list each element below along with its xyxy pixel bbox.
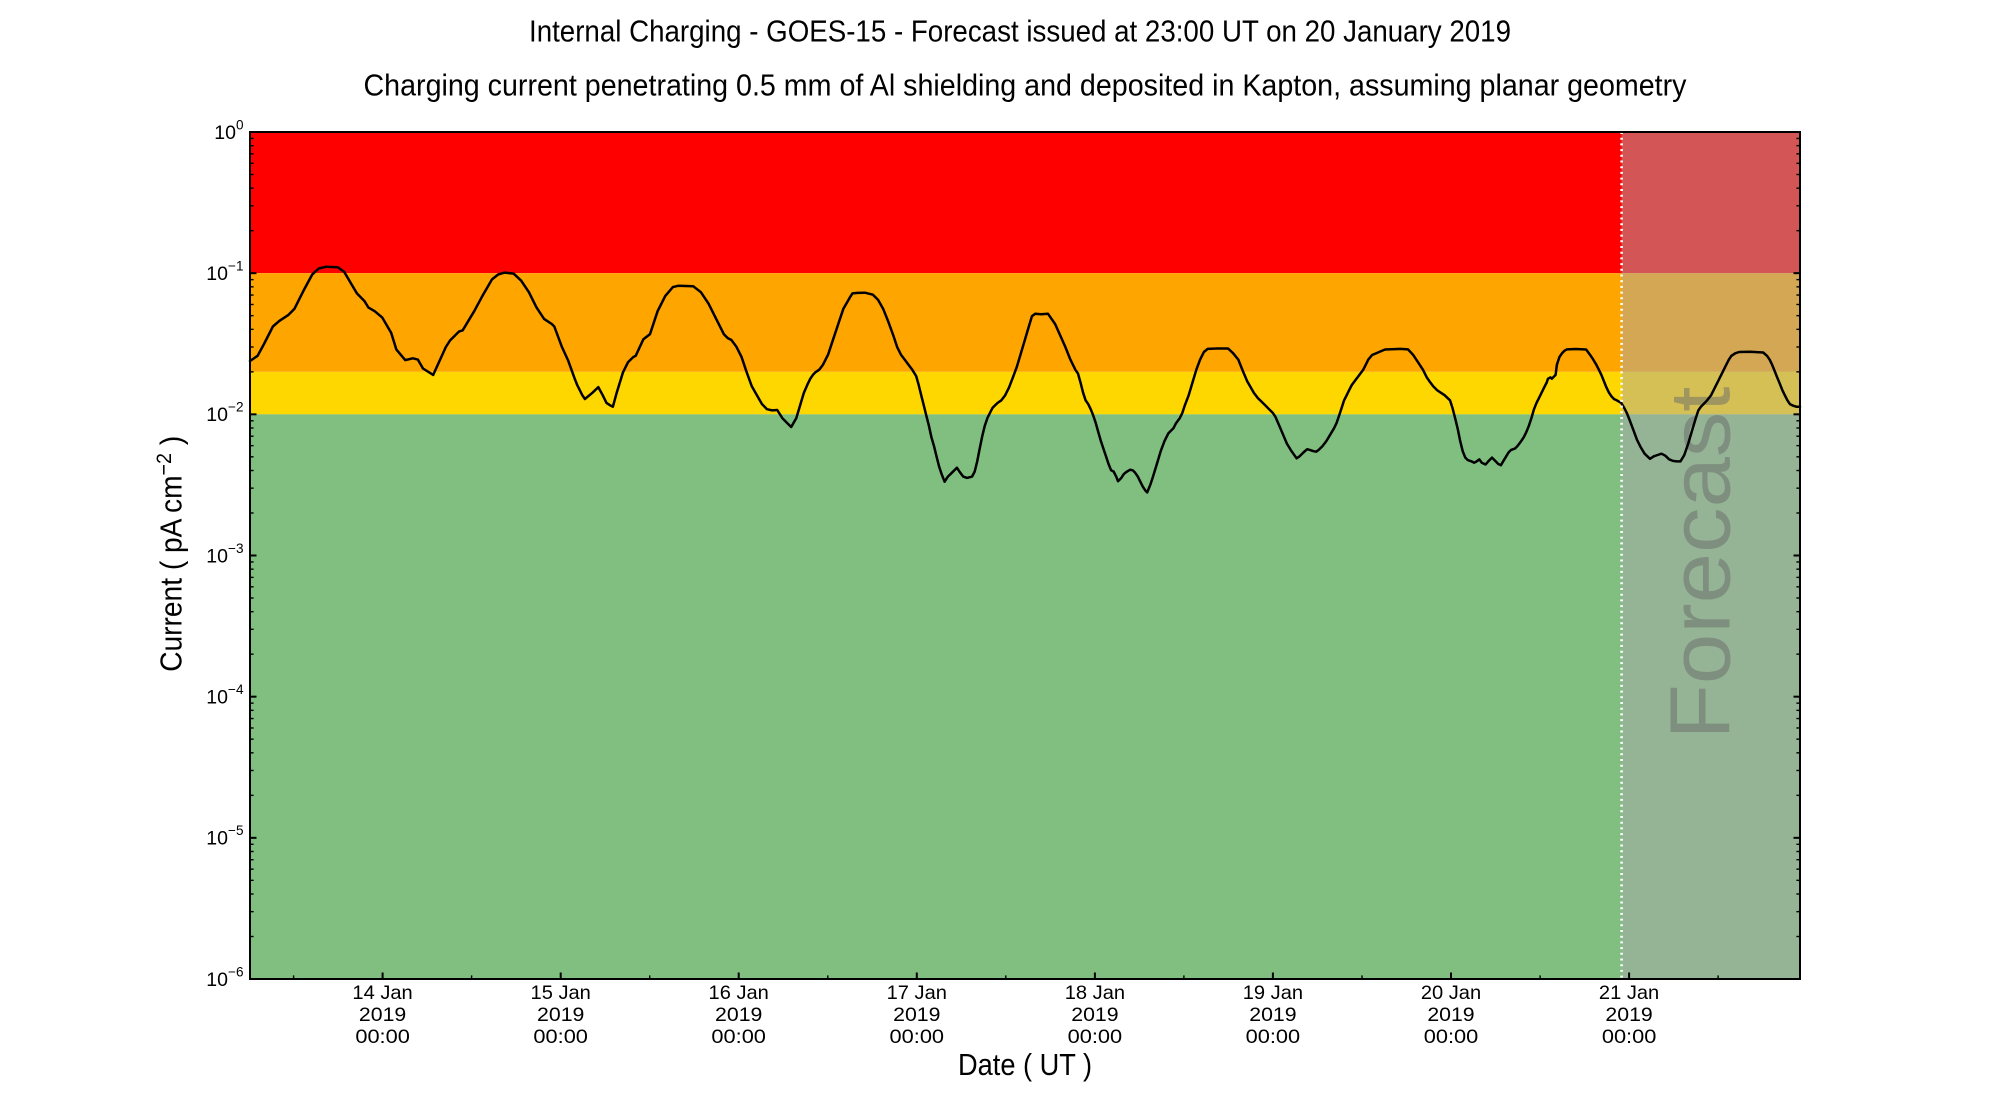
svg-text:2019: 2019 [1249,1004,1296,1026]
svg-text:00:00: 00:00 [711,1026,766,1048]
svg-text:20 Jan: 20 Jan [1421,982,1481,1004]
svg-text:10−4: 10−4 [206,682,244,709]
svg-text:18 Jan: 18 Jan [1065,982,1125,1004]
svg-text:00:00: 00:00 [355,1026,410,1048]
svg-text:2019: 2019 [537,1004,584,1026]
svg-text:10−5: 10−5 [206,823,243,850]
svg-text:10−1: 10−1 [206,259,243,286]
svg-text:00:00: 00:00 [533,1026,588,1048]
svg-text:21 Jan: 21 Jan [1599,982,1659,1004]
svg-text:00:00: 00:00 [1602,1026,1657,1048]
svg-text:Charging current penetrating 0: Charging current penetrating 0.5 mm of A… [364,68,1687,103]
svg-text:Forecast: Forecast [1654,387,1749,740]
svg-text:10−6: 10−6 [206,964,243,991]
svg-text:10−2: 10−2 [206,400,243,427]
svg-text:10−3: 10−3 [206,541,243,568]
svg-text:17 Jan: 17 Jan [887,982,947,1004]
svg-text:15 Jan: 15 Jan [531,982,591,1004]
svg-text:16 Jan: 16 Jan [709,982,769,1004]
svg-text:00:00: 00:00 [890,1026,945,1048]
svg-text:19 Jan: 19 Jan [1243,982,1303,1004]
svg-text:2019: 2019 [1427,1004,1474,1026]
svg-text:Internal Charging - GOES-15 -: Internal Charging - GOES-15 - Forecast i… [529,14,1511,49]
svg-text:2019: 2019 [715,1004,762,1026]
svg-text:00:00: 00:00 [1424,1026,1479,1048]
svg-text:2019: 2019 [359,1004,406,1026]
svg-text:00:00: 00:00 [1068,1026,1123,1048]
svg-text:2019: 2019 [1605,1004,1652,1026]
svg-text:2019: 2019 [1071,1004,1118,1026]
svg-text:Date ( UT ): Date ( UT ) [958,1047,1092,1082]
svg-text:100: 100 [214,117,244,144]
svg-text:2019: 2019 [893,1004,940,1026]
svg-text:00:00: 00:00 [1246,1026,1301,1048]
svg-text:14 Jan: 14 Jan [352,982,412,1004]
